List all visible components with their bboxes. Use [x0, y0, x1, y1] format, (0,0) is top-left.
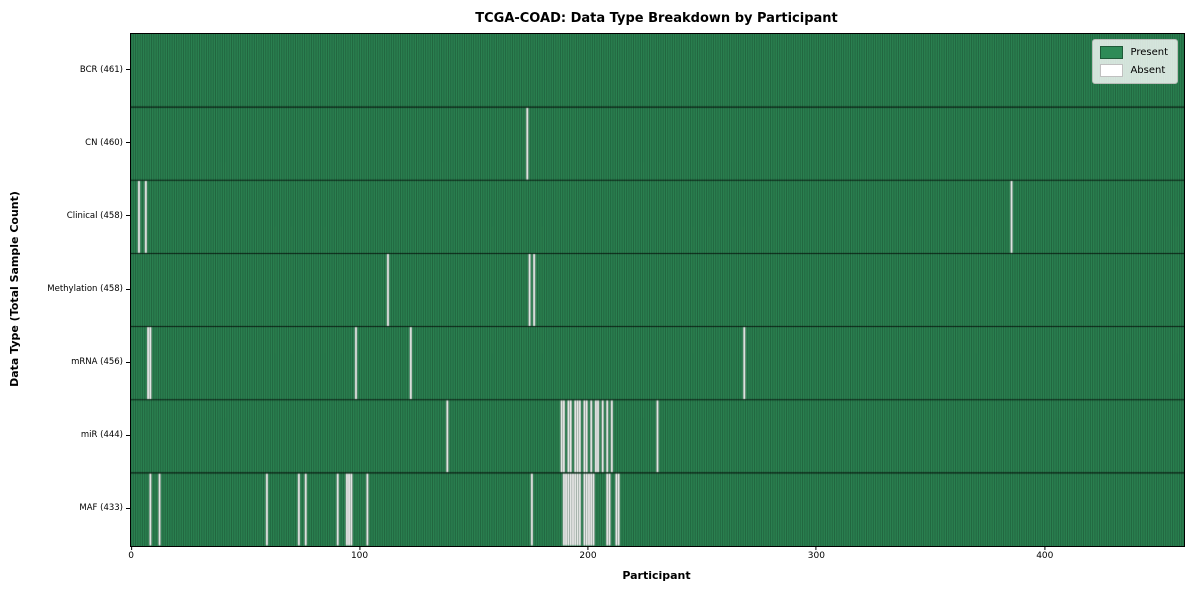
- heatmap-canvas: [131, 34, 1184, 546]
- tick-mark: [587, 546, 589, 550]
- y-tick-mir: miR (444): [0, 430, 130, 440]
- y-tick-maf: MAF (433): [0, 503, 130, 513]
- y-tick-methylation: Methylation (458): [0, 284, 130, 294]
- x-tick-label: 100: [350, 551, 369, 561]
- legend-present-label: Present: [1130, 47, 1168, 58]
- y-tick-label: Clinical (458): [66, 210, 123, 221]
- y-tick-clinical: Clinical (458): [0, 211, 130, 221]
- tick-mark: [126, 69, 130, 71]
- y-tick-bcr: BCR (461): [0, 65, 130, 75]
- x-axis: 0 100 200 300 400: [128, 546, 1183, 564]
- tick-mark: [126, 361, 130, 363]
- x-tick-200: 200: [579, 546, 597, 561]
- x-tick-100: 100: [351, 546, 368, 561]
- y-tick-cn: CN (460): [0, 138, 130, 148]
- tick-mark: [126, 434, 130, 436]
- chart-title: TCGA-COAD: Data Type Breakdown by Partic…: [475, 11, 838, 26]
- present-swatch-icon: [1100, 46, 1124, 59]
- legend-item-present: Present: [1100, 46, 1168, 59]
- tick-mark: [1044, 546, 1046, 550]
- plot-area: Present Absent: [130, 33, 1185, 547]
- x-axis-label: Participant: [622, 569, 691, 582]
- tick-mark: [126, 142, 130, 144]
- x-tick-0: 0: [128, 546, 134, 561]
- legend: Present Absent: [1092, 39, 1178, 84]
- tick-mark: [126, 507, 130, 509]
- tick-mark: [126, 288, 130, 290]
- absent-swatch-icon: [1100, 64, 1124, 77]
- tick-mark: [130, 546, 132, 550]
- tick-mark: [815, 546, 817, 550]
- tick-mark: [359, 546, 361, 550]
- x-tick-300: 300: [808, 546, 825, 561]
- y-tick-mrna: mRNA (456): [0, 357, 130, 367]
- x-tick-label: 300: [807, 551, 825, 561]
- y-tick-label: MAF (433): [79, 503, 123, 514]
- tick-mark: [126, 215, 130, 217]
- x-tick-label: 200: [579, 551, 597, 561]
- y-tick-label: miR (444): [80, 430, 123, 441]
- legend-absent-label: Absent: [1130, 65, 1166, 76]
- y-tick-label: Methylation (458): [47, 284, 123, 294]
- x-tick-400: 400: [1036, 546, 1053, 561]
- x-tick-label: 0: [128, 551, 135, 561]
- y-tick-label: BCR (461): [79, 64, 123, 75]
- y-tick-label: mRNA (456): [71, 357, 123, 368]
- x-tick-label: 400: [1036, 551, 1054, 561]
- y-tick-label: CN (460): [85, 137, 123, 148]
- legend-item-absent: Absent: [1100, 64, 1168, 77]
